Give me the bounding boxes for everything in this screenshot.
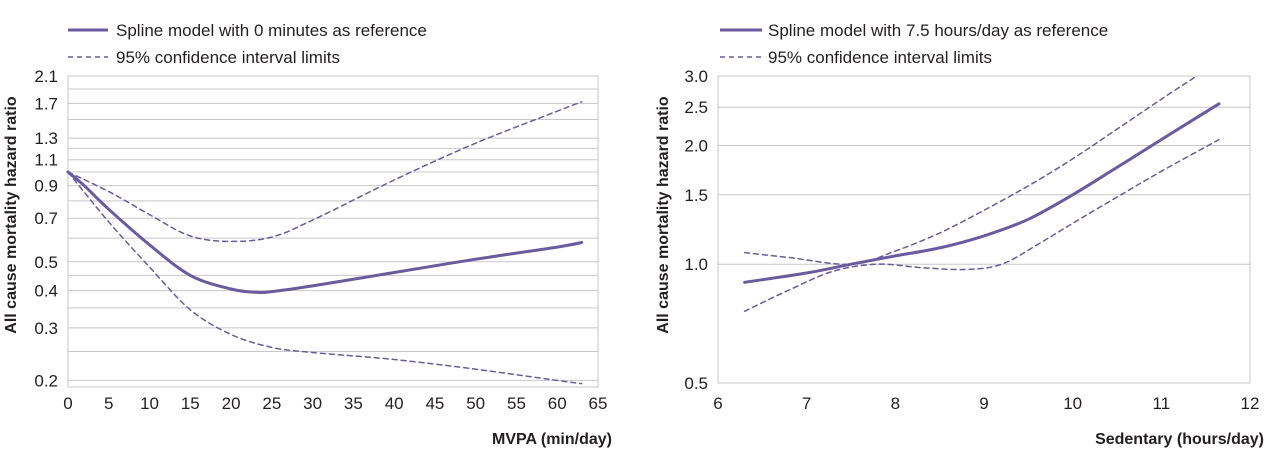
y-tick-label: 1.3 — [34, 129, 58, 148]
x-tick-label: 7 — [802, 394, 811, 413]
y-tick-label: 2.1 — [34, 67, 58, 86]
x-tick-label: 45 — [425, 394, 444, 413]
y-tick-label: 0.7 — [34, 209, 58, 228]
x-tick-label: 25 — [262, 394, 281, 413]
y-tick-label: 1.1 — [34, 151, 58, 170]
mvpa-y-ticks: 0.2 0.3 0.4 0.5 0.7 0.9 1.1 1.3 1.7 2.1 — [34, 67, 58, 390]
x-tick-label: 20 — [222, 394, 241, 413]
mvpa-series — [66, 101, 584, 385]
x-tick-label: 30 — [303, 394, 322, 413]
legend-label-ci: 95% confidence interval limits — [116, 48, 340, 67]
y-tick-label: 2.0 — [684, 136, 708, 155]
mvpa-x-axis-title: MVPA (min/day) — [492, 431, 612, 448]
x-tick-label: 8 — [891, 394, 900, 413]
x-tick-label: 6 — [713, 394, 722, 413]
x-tick-label: 10 — [1063, 394, 1082, 413]
x-tick-label: 9 — [979, 394, 988, 413]
x-tick-label: 50 — [466, 394, 485, 413]
ci-lower-line — [743, 138, 1220, 313]
legend-label-spline: Spline model with 0 minutes as reference — [116, 21, 427, 40]
y-tick-label: 0.4 — [34, 282, 58, 301]
x-tick-label: 55 — [507, 394, 526, 413]
y-tick-label: 0.2 — [34, 371, 58, 390]
sedentary-legend: Spline model with 7.5 hours/day as refer… — [720, 21, 1108, 67]
y-tick-label: 0.5 — [684, 374, 708, 393]
y-tick-label: 0.9 — [34, 177, 58, 196]
legend-label-ci: 95% confidence interval limits — [768, 48, 992, 67]
mvpa-x-ticks: 0 5 10 15 20 25 30 35 40 45 50 55 60 65 — [63, 394, 607, 413]
x-tick-label: 12 — [1241, 394, 1260, 413]
y-tick-label: 0.5 — [34, 253, 58, 272]
legend-label-spline: Spline model with 7.5 hours/day as refer… — [768, 21, 1108, 40]
sedentary-series — [743, 75, 1221, 313]
mvpa-gridlines — [68, 75, 598, 381]
y-tick-label: 2.5 — [684, 98, 708, 117]
y-tick-label: 1.0 — [684, 255, 708, 274]
ci-upper-line — [67, 101, 583, 243]
sedentary-gridlines — [718, 75, 1250, 384]
sedentary-chart: Spline model with 7.5 hours/day as refer… — [655, 21, 1264, 448]
x-tick-label: 5 — [104, 394, 113, 413]
mvpa-y-axis-title: All cause mortality hazard ratio — [3, 96, 20, 334]
sedentary-plot-frame — [717, 75, 1251, 384]
spline-line — [66, 170, 584, 295]
x-tick-label: 15 — [181, 394, 200, 413]
y-tick-label: 0.3 — [34, 319, 58, 338]
y-tick-label: 1.5 — [684, 186, 708, 205]
mvpa-legend: Spline model with 0 minutes as reference… — [68, 21, 427, 67]
x-tick-label: 40 — [385, 394, 404, 413]
mvpa-chart: Spline model with 0 minutes as reference… — [3, 21, 612, 448]
ci-lower-line — [67, 171, 583, 385]
ci-upper-line — [743, 75, 1198, 266]
y-tick-label: 3.0 — [684, 67, 708, 86]
x-tick-label: 11 — [1153, 394, 1171, 413]
sedentary-y-axis-title: All cause mortality hazard ratio — [655, 96, 672, 334]
sedentary-y-ticks: 0.5 1.0 1.5 2.0 2.5 3.0 — [684, 67, 708, 393]
sedentary-x-ticks: 6 7 8 9 10 11 12 — [713, 394, 1259, 413]
x-tick-label: 10 — [140, 394, 159, 413]
spline-line — [743, 102, 1221, 284]
x-tick-label: 60 — [548, 394, 567, 413]
x-tick-label: 35 — [344, 394, 363, 413]
x-tick-label: 65 — [589, 394, 608, 413]
mvpa-plot-frame — [67, 75, 599, 388]
sedentary-x-axis-title: Sedentary (hours/day) — [1095, 431, 1264, 448]
y-tick-label: 1.7 — [34, 94, 58, 113]
x-tick-label: 0 — [63, 394, 72, 413]
